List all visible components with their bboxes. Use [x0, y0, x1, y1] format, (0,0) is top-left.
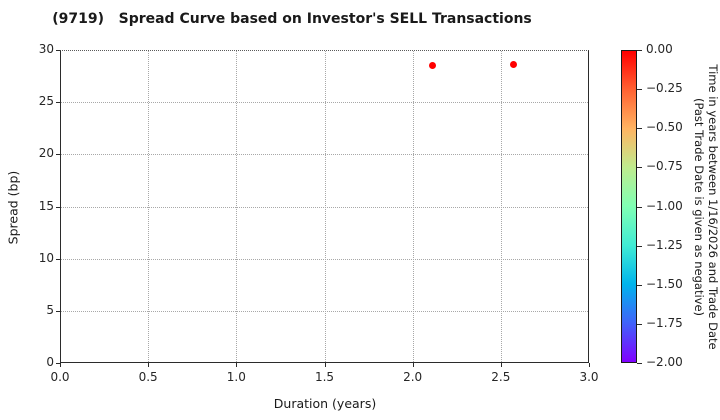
colorbar-tick-mark [637, 89, 642, 91]
y-tick-mark [56, 50, 60, 51]
x-tick-label: 1.0 [226, 370, 246, 384]
x-tick-mark [148, 363, 150, 367]
colorbar-tick-mark [637, 50, 642, 51]
y-gridline [61, 154, 588, 156]
y-gridline [61, 206, 588, 208]
colorbar-label: Time in years between 1/16/2026 and Trad… [691, 47, 720, 367]
x-tick-label: 2.0 [403, 370, 423, 384]
colorbar-tick-label: −1.75 [646, 315, 683, 330]
x-tick-mark [324, 363, 326, 367]
y-tick-mark [56, 154, 60, 156]
x-tick-mark [589, 363, 590, 367]
x-tick-mark [236, 363, 238, 367]
x-axis-label: Duration (years) [273, 396, 377, 411]
colorbar-tick-label: −2.00 [646, 355, 683, 369]
y-axis-label: Spread (bp) [5, 170, 21, 245]
colorbar-tick-label: −0.75 [646, 159, 683, 174]
colorbar [621, 50, 637, 363]
colorbar-tick-mark [637, 363, 642, 364]
y-tick-label: 5 [46, 302, 54, 317]
colorbar-tick-label: −1.00 [646, 198, 683, 213]
colorbar-tick-mark [637, 284, 642, 286]
colorbar-label-line1: Time in years between 1/16/2026 and Trad… [706, 64, 720, 350]
chart-title: (9719) Spread Curve based on Investor's … [52, 11, 532, 27]
colorbar-tick-label: −0.25 [646, 81, 683, 96]
y-tick-mark [56, 206, 60, 208]
colorbar-tick-mark [637, 167, 642, 169]
x-tick-mark [500, 363, 502, 367]
colorbar-tick-label: −0.50 [646, 120, 683, 135]
y-tick-label: 30 [38, 42, 54, 56]
data-point [428, 62, 436, 70]
colorbar-tick-mark [637, 323, 642, 325]
y-tick-mark [56, 363, 60, 364]
x-tick-mark [60, 363, 61, 367]
colorbar-label-line2: (Past Trade Date is given as negative) [692, 97, 707, 317]
y-tick-label: 0 [46, 355, 54, 369]
y-tick-mark [56, 258, 60, 260]
y-tick-label: 20 [38, 146, 54, 161]
x-tick-label: 2.5 [491, 370, 511, 384]
x-tick-label: 0.5 [138, 370, 158, 384]
y-gridline [61, 258, 588, 260]
y-tick-mark [56, 102, 60, 104]
y-gridline [61, 310, 588, 312]
x-tick-mark [412, 363, 414, 367]
y-tick-label: 10 [38, 250, 54, 265]
colorbar-tick-label: −1.25 [646, 237, 683, 252]
y-tick-label: 15 [38, 198, 54, 213]
data-point [509, 61, 517, 69]
x-tick-label: 3.0 [579, 370, 599, 384]
colorbar-tick-label: 0.00 [646, 42, 673, 56]
colorbar-tick-mark [637, 245, 642, 247]
colorbar-tick-mark [637, 128, 642, 130]
x-tick-label: 0.0 [50, 370, 70, 384]
y-tick-mark [56, 310, 60, 312]
colorbar-tick-label: −1.50 [646, 276, 683, 291]
y-gridline [61, 102, 588, 104]
y-tick-label: 25 [38, 94, 54, 109]
x-tick-label: 1.5 [314, 370, 335, 384]
colorbar-tick-mark [637, 206, 642, 208]
